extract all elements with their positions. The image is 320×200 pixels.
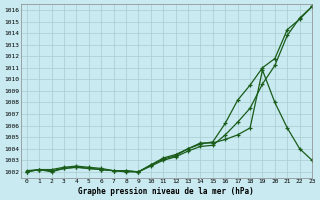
- X-axis label: Graphe pression niveau de la mer (hPa): Graphe pression niveau de la mer (hPa): [78, 187, 254, 196]
